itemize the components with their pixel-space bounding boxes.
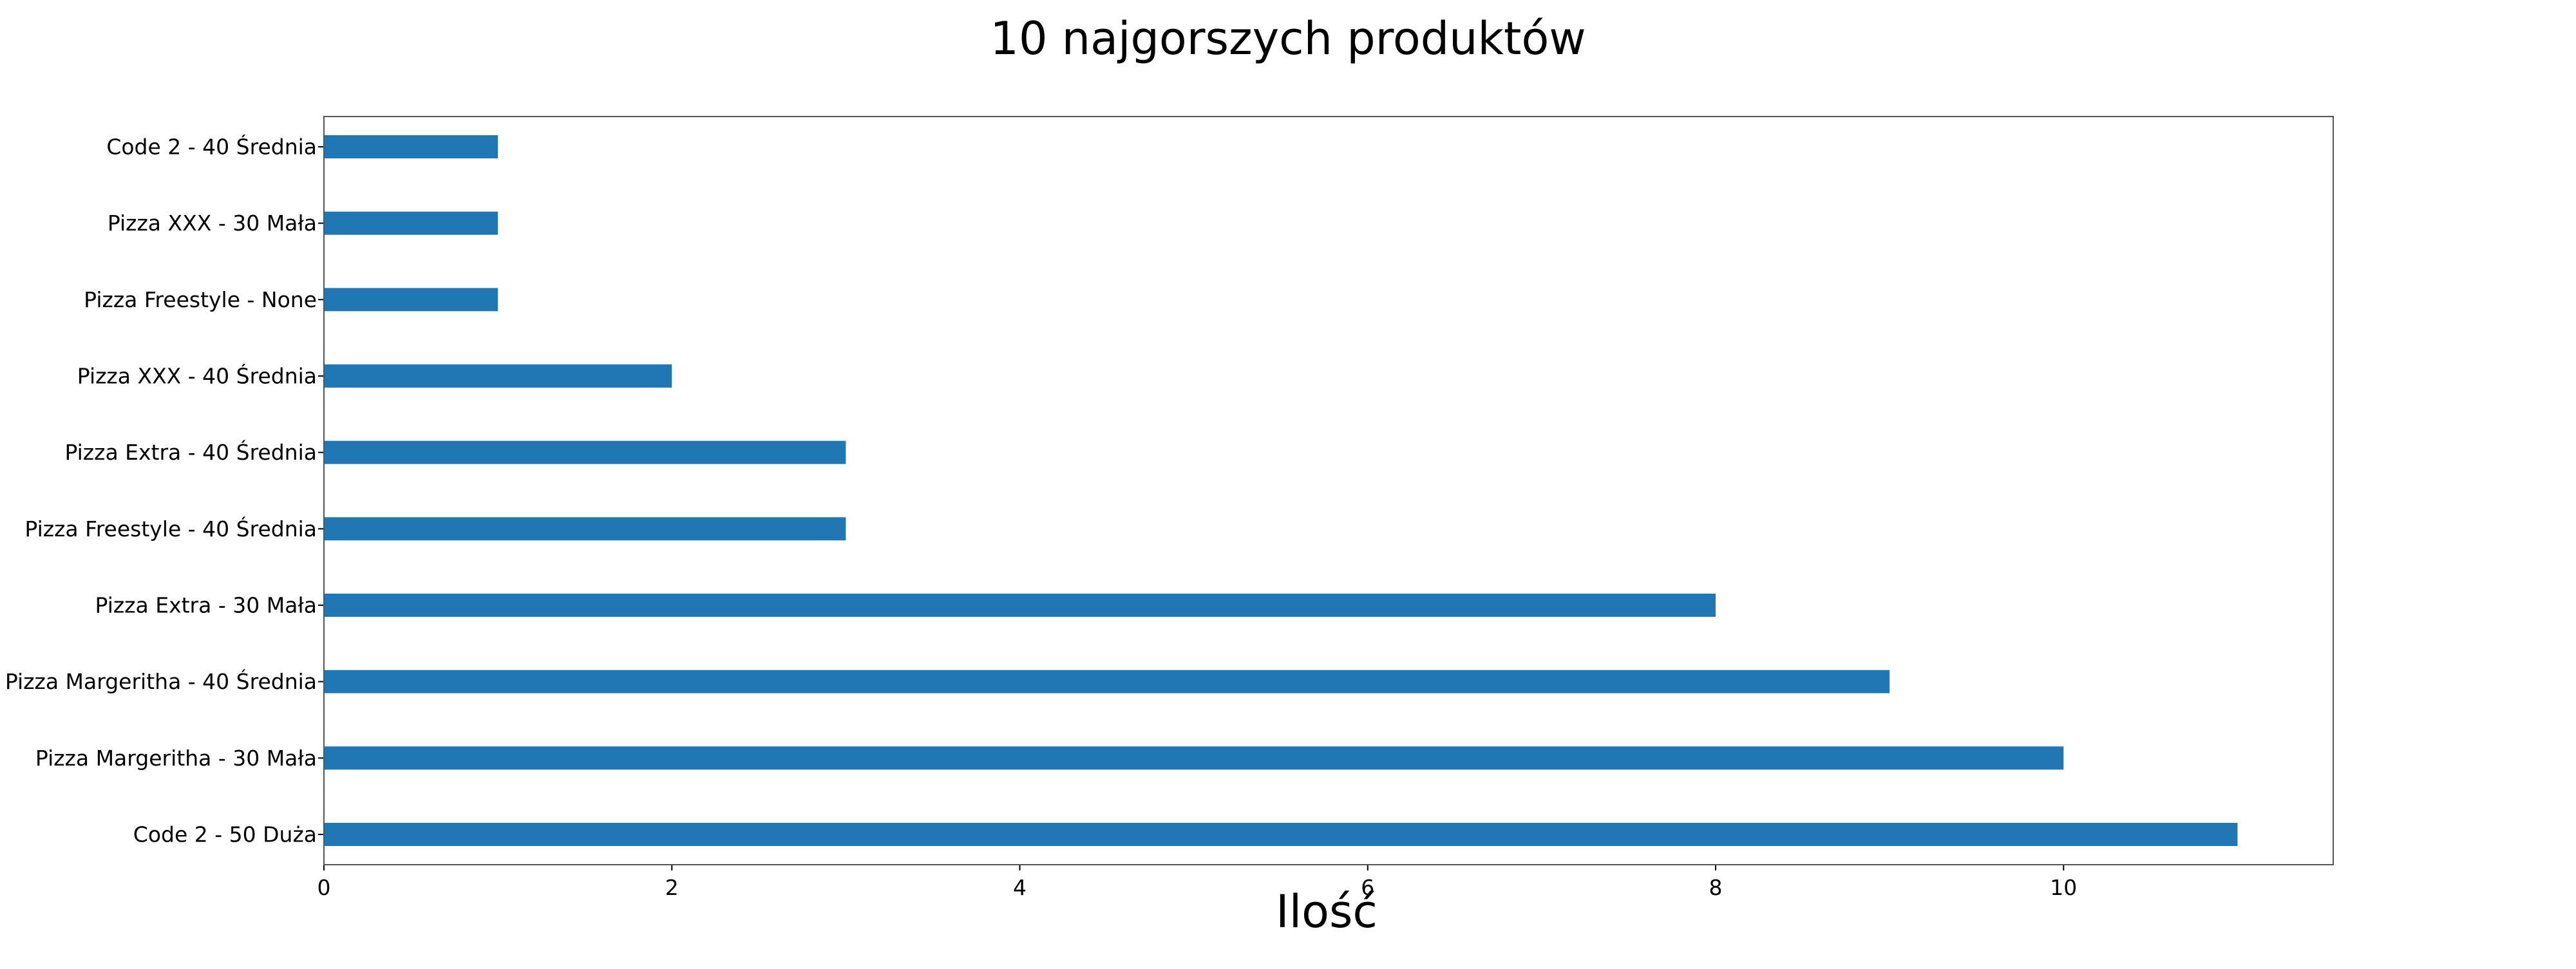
x-tick-label: 0 — [317, 875, 331, 900]
x-tick-label: 2 — [665, 875, 679, 900]
bar-6 — [324, 364, 672, 388]
x-tick-label: 6 — [1361, 875, 1374, 900]
x-tick-label: 4 — [1013, 875, 1027, 900]
chart-title: 10 najgorszych produktów — [990, 12, 1586, 65]
x-tick-label: 10 — [2050, 875, 2077, 900]
y-tick-label: Code 2 - 40 Średnia — [106, 134, 317, 160]
plot-frame — [323, 116, 2334, 865]
bar-4 — [324, 517, 846, 541]
bar-8 — [324, 211, 498, 235]
x-tick-label: 8 — [1709, 875, 1723, 900]
y-tick-label: Pizza XXX - 40 Średnia — [77, 363, 317, 389]
y-tick-label: Code 2 - 50 Duża — [133, 822, 317, 847]
y-tick-label: Pizza Freestyle - None — [84, 287, 317, 312]
y-tick-label: Pizza Extra - 40 Średnia — [64, 439, 317, 465]
bar-2 — [324, 670, 1890, 693]
y-tick-label: Pizza Extra - 30 Mała — [95, 593, 317, 618]
y-tick-label: Pizza Freestyle - 40 Średnia — [24, 516, 317, 541]
bar-0 — [324, 823, 2238, 846]
bars-layer — [324, 135, 2238, 846]
bar-1 — [324, 746, 2064, 770]
x-axis: 0 2 4 6 8 10 — [317, 865, 2077, 900]
bar-3 — [324, 594, 1716, 617]
bar-7 — [324, 288, 498, 312]
x-axis-label: Ilość — [1276, 885, 1378, 938]
bar-5 — [324, 440, 846, 464]
y-tick-label: Pizza Margeritha - 40 Średnia — [5, 668, 317, 694]
y-axis: Code 2 - 50 Duża Pizza Margeritha - 30 Ma… — [5, 134, 324, 847]
y-tick-label: Pizza Margeritha - 30 Mała — [35, 746, 317, 771]
bar-9 — [324, 135, 498, 158]
y-tick-label: Pizza XXX - 30 Mała — [108, 211, 317, 236]
